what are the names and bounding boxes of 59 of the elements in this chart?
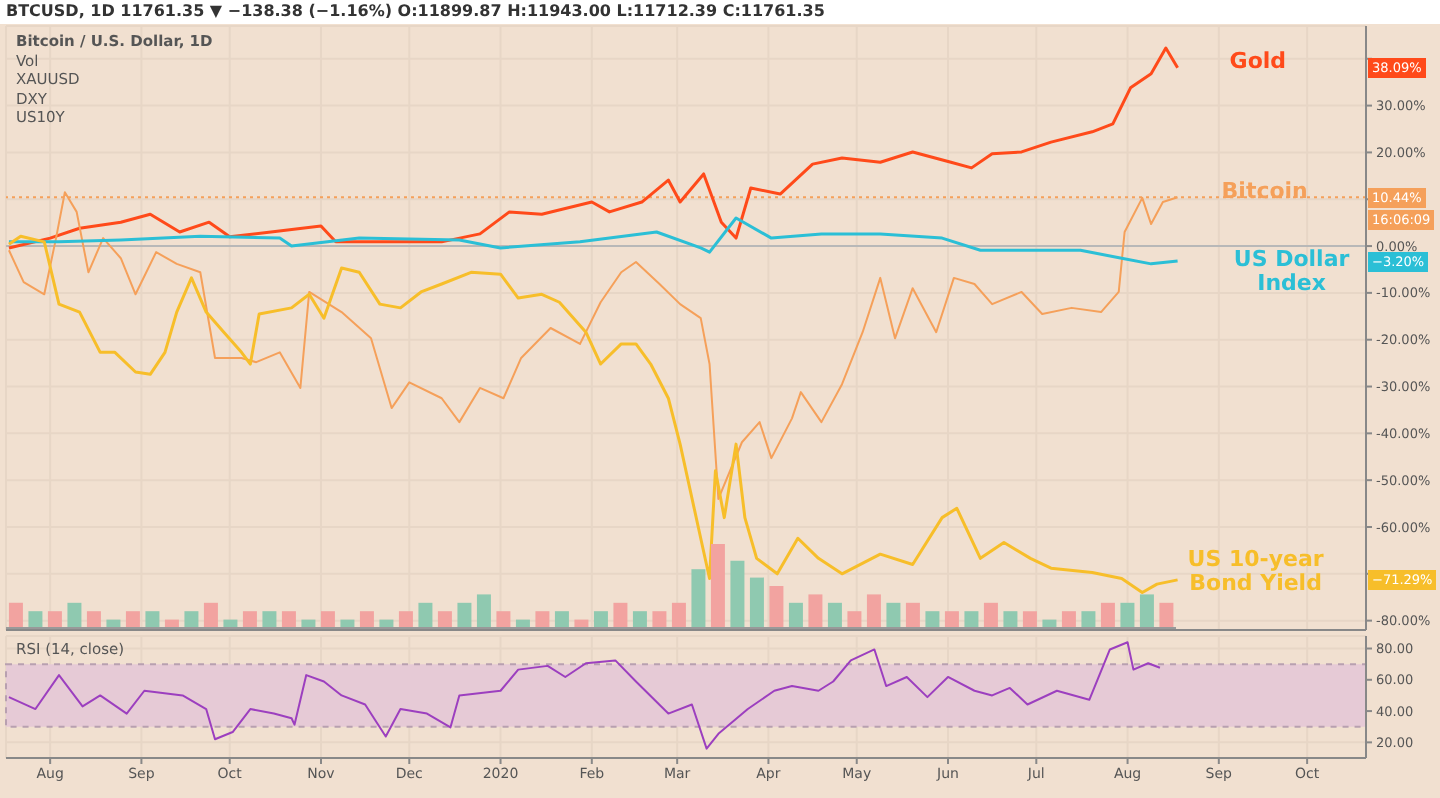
bar <box>28 611 43 628</box>
bar <box>281 611 296 628</box>
bar <box>1120 602 1135 628</box>
bar <box>730 560 745 628</box>
bar <box>398 611 413 628</box>
bar <box>632 611 647 628</box>
bar <box>67 602 82 628</box>
bar <box>749 577 764 628</box>
bar <box>86 611 101 628</box>
bar <box>827 602 842 628</box>
line-series <box>7 46 1180 250</box>
bar <box>710 544 725 628</box>
bar <box>1022 611 1037 628</box>
bar <box>866 594 881 628</box>
bar <box>886 602 901 628</box>
bar <box>593 611 608 628</box>
bar <box>1100 602 1115 628</box>
bar <box>691 569 706 628</box>
bar <box>1139 594 1154 628</box>
line-series <box>7 641 1161 750</box>
bar <box>359 611 374 628</box>
bar <box>437 611 452 628</box>
chart-title: BTCUSD, 1D 11761.35 ▼ −138.38 (−1.16%) O:11899.87 H:11943.00 L:11712.39 C:11761.35 <box>0 0 1440 24</box>
bar <box>769 586 784 628</box>
bar <box>1081 611 1096 628</box>
bar <box>496 611 511 628</box>
bar <box>554 611 569 628</box>
bar <box>535 611 550 628</box>
bar <box>652 611 667 628</box>
bar <box>320 611 335 628</box>
bar <box>184 611 199 628</box>
bar <box>203 602 218 628</box>
bar <box>125 611 140 628</box>
bar <box>944 611 959 628</box>
bar <box>964 611 979 628</box>
legend-label: US 10-year Bond Yield <box>1185 545 1326 596</box>
bar <box>1061 611 1076 628</box>
bar <box>983 602 998 628</box>
bar <box>47 611 62 628</box>
bar <box>1159 602 1174 628</box>
bar <box>847 611 862 628</box>
bar <box>262 611 277 628</box>
bar <box>788 602 803 628</box>
bar <box>457 602 472 628</box>
bar <box>905 602 920 628</box>
bar <box>671 602 686 628</box>
bar <box>8 602 23 628</box>
bar <box>925 611 940 628</box>
bar <box>476 594 491 628</box>
bar <box>145 611 160 628</box>
legend-label: US Dollar Index <box>1231 245 1352 296</box>
text: Bitcoin <box>1221 177 1308 204</box>
bar <box>808 594 823 628</box>
line-series <box>7 216 1180 266</box>
bar <box>242 611 257 628</box>
bar <box>613 602 628 628</box>
bar <box>418 602 433 628</box>
text: Gold <box>1229 47 1287 74</box>
bar <box>1003 611 1018 628</box>
